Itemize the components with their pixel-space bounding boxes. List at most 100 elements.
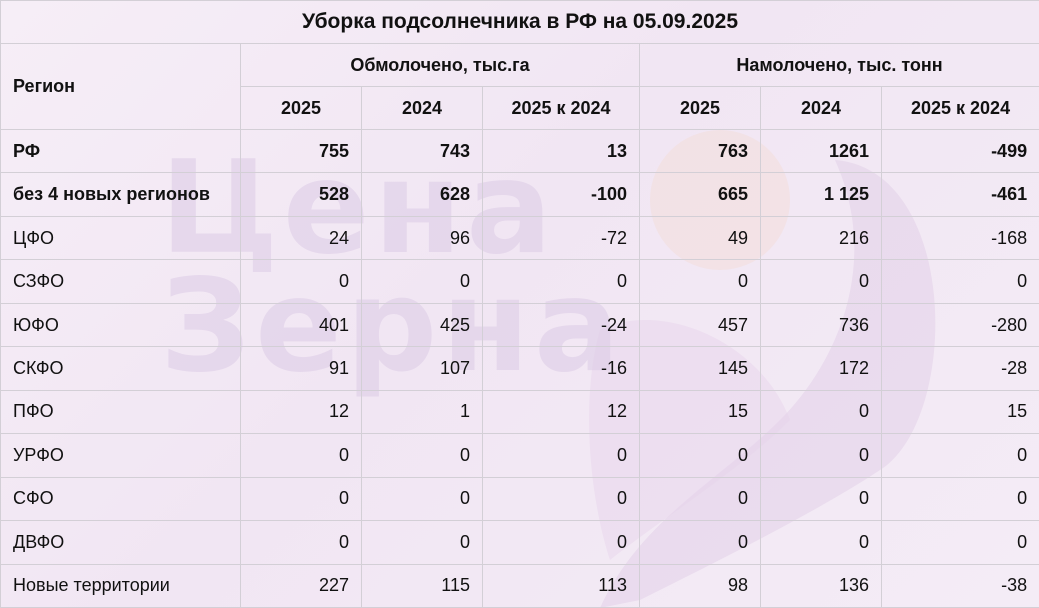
value-cell: -499 (880, 128, 1039, 174)
value-cell: -24 (482, 302, 640, 348)
value-cell: 13 (482, 128, 640, 174)
value-cell: -168 (880, 215, 1039, 261)
column-header: 2024 (361, 86, 483, 130)
value-cell: 12 (482, 389, 640, 435)
value-cell: 0 (760, 259, 882, 304)
value-cell: 0 (361, 259, 483, 304)
value-cell: 0 (361, 476, 483, 522)
region-name-cell: ЮФО (0, 302, 241, 348)
value-cell: -28 (880, 346, 1039, 391)
value-cell: 763 (639, 128, 761, 174)
value-cell: 0 (880, 433, 1039, 478)
region-name-cell: СКФО (0, 346, 241, 391)
value-cell: 425 (361, 302, 483, 348)
value-cell: 0 (240, 433, 362, 478)
value-cell: 1 (361, 389, 483, 435)
value-cell: 0 (482, 476, 640, 522)
value-cell: -100 (482, 172, 640, 217)
value-cell: 115 (361, 563, 483, 608)
harvested-volume-group-header: Намолочено, тыс. тонн (638, 43, 1039, 87)
value-cell: -72 (482, 215, 640, 261)
value-cell: 0 (240, 520, 362, 565)
value-cell: 0 (639, 259, 761, 304)
column-header: 2025 к 2024 (482, 86, 640, 130)
region-name-cell: без 4 новых регионов (0, 172, 241, 217)
table-row: СЗФО 0 0 0 0 0 0 (0, 259, 1039, 304)
value-cell: 0 (880, 520, 1039, 565)
column-header: 2024 (760, 86, 882, 130)
value-cell: -38 (880, 563, 1039, 608)
value-cell: 1 125 (760, 172, 882, 217)
table-title: Уборка подсолнечника в РФ на 05.09.2025 (0, 0, 1039, 44)
value-cell: 628 (361, 172, 483, 217)
value-cell: 743 (361, 128, 483, 174)
value-cell: 736 (760, 302, 882, 348)
value-cell: 0 (361, 520, 483, 565)
value-cell: 91 (240, 346, 362, 391)
value-cell: 15 (639, 389, 761, 435)
column-header: 2025 (240, 86, 362, 130)
table-row: РФ 755 743 13 763 1261 -499 (0, 128, 1039, 174)
region-name-cell: Новые территории (0, 563, 241, 608)
value-cell: 107 (361, 346, 483, 391)
region-name-cell: СФО (0, 476, 241, 522)
region-name-cell: ПФО (0, 389, 241, 435)
value-cell: 0 (760, 476, 882, 522)
table-row: ЮФО 401 425 -24 457 736 -280 (0, 302, 1039, 348)
value-cell: 0 (639, 520, 761, 565)
value-cell: 755 (240, 128, 362, 174)
region-name-cell: УРФО (0, 433, 241, 478)
table-row: Новые территории 227 115 113 98 136 -38 (0, 563, 1039, 608)
threshed-area-group-header: Обмолочено, тыс.га (240, 43, 640, 87)
value-cell: 216 (760, 215, 882, 261)
region-name-cell: ЦФО (0, 215, 241, 261)
value-cell: 0 (482, 520, 640, 565)
value-cell: 113 (482, 563, 640, 608)
value-cell: 401 (240, 302, 362, 348)
value-cell: -16 (482, 346, 640, 391)
value-cell: 24 (240, 215, 362, 261)
value-cell: 49 (639, 215, 761, 261)
value-cell: 0 (880, 476, 1039, 522)
value-cell: -280 (880, 302, 1039, 348)
value-cell: -461 (880, 172, 1039, 217)
value-cell: 0 (240, 259, 362, 304)
table-row: УРФО 0 0 0 0 0 0 (0, 433, 1039, 478)
table-row: без 4 новых регионов 528 628 -100 665 1 125 -4… (0, 172, 1039, 217)
value-cell: 172 (760, 346, 882, 391)
value-cell: 15 (880, 389, 1039, 435)
value-cell: 227 (240, 563, 362, 608)
column-header: 2025 (639, 86, 761, 130)
value-cell: 0 (760, 389, 882, 435)
value-cell: 0 (880, 259, 1039, 304)
table-body: РФ 755 743 13 763 1261 -499 без 4 новых регионо… (0, 128, 1039, 608)
table-row: СКФО 91 107 -16 145 172 -28 (0, 346, 1039, 391)
value-cell: 528 (240, 172, 362, 217)
value-cell: 98 (639, 563, 761, 608)
region-name-cell: РФ (0, 128, 241, 174)
value-cell: 136 (760, 563, 882, 608)
value-cell: 0 (639, 433, 761, 478)
table-row: ЦФО 24 96 -72 49 216 -168 (0, 215, 1039, 261)
table-row: ПФО 12 1 12 15 0 15 (0, 389, 1039, 435)
value-cell: 457 (639, 302, 761, 348)
value-cell: 0 (482, 433, 640, 478)
value-cell: 0 (482, 259, 640, 304)
value-cell: 12 (240, 389, 362, 435)
table-row: ДВФО 0 0 0 0 0 0 (0, 520, 1039, 565)
value-cell: 0 (760, 520, 882, 565)
table-row: СФО 0 0 0 0 0 0 (0, 476, 1039, 522)
value-cell: 96 (361, 215, 483, 261)
column-header: 2025 к 2024 (880, 86, 1039, 130)
value-cell: 0 (639, 476, 761, 522)
value-cell: 0 (361, 433, 483, 478)
value-cell: 0 (760, 433, 882, 478)
value-cell: 0 (240, 476, 362, 522)
value-cell: 665 (639, 172, 761, 217)
region-name-cell: СЗФО (0, 259, 241, 304)
region-name-cell: ДВФО (0, 520, 241, 565)
region-column-header: Регион (0, 43, 241, 130)
value-cell: 1261 (760, 128, 882, 174)
